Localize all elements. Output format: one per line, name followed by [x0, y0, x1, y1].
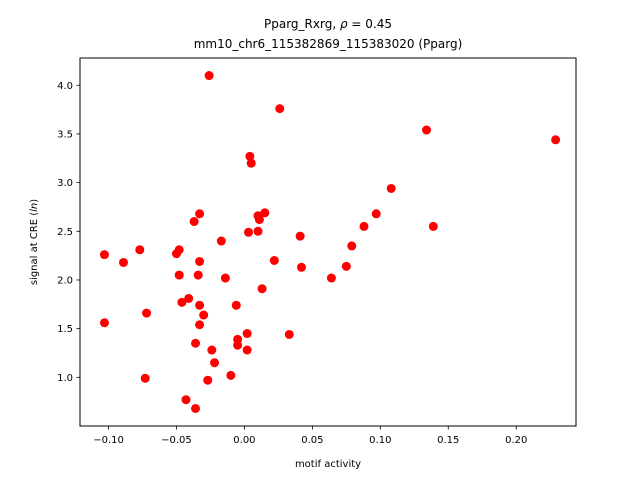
data-point: [99, 318, 109, 328]
data-point: [216, 236, 226, 246]
x-axis-ticks: −0.10 −0.05 0.00 0.05 0.10 0.15 0.20: [93, 426, 527, 446]
data-point: [254, 215, 264, 225]
data-point: [195, 300, 205, 310]
data-point: [207, 345, 217, 355]
plot-frame: [79, 57, 577, 427]
x-tick-label: 0.15: [437, 435, 459, 446]
data-point: [231, 300, 241, 310]
data-point: [284, 329, 294, 339]
data-point: [295, 231, 305, 241]
chart-title-line1: Pparg_Rxrg, ρ = 0.45: [264, 17, 392, 31]
data-point: [244, 227, 253, 237]
data-point: [226, 370, 236, 380]
data-point: [245, 151, 255, 161]
data-point: [204, 71, 214, 81]
data-point: [210, 358, 220, 368]
data-point: [220, 273, 230, 283]
data-point: [184, 293, 194, 303]
data-point: [233, 340, 243, 350]
data-point: [275, 104, 285, 114]
data-point: [242, 329, 252, 339]
data-point: [297, 262, 306, 272]
chart-title-line2: mm10_chr6_115382869_115383020 (Pparg): [194, 37, 463, 51]
y-tick-label: 4.0: [57, 81, 73, 92]
data-point: [191, 403, 201, 413]
data-point: [422, 125, 432, 135]
data-point: [269, 256, 279, 265]
data-point: [191, 338, 201, 348]
data-point: [135, 245, 145, 255]
data-point: [260, 208, 270, 218]
data-point: [242, 345, 252, 355]
y-tick-label: 2.0: [57, 275, 73, 286]
data-point: [118, 257, 128, 267]
y-tick-label: 1.5: [57, 324, 73, 335]
data-point: [386, 183, 396, 193]
y-tick-label: 3.5: [57, 129, 73, 140]
data-point: [341, 261, 351, 271]
data-point: [195, 209, 205, 219]
y-tick-label: 1.0: [57, 373, 73, 384]
x-tick-label: 0.05: [301, 435, 323, 446]
data-point: [171, 249, 181, 259]
data-point: [326, 273, 336, 283]
data-point: [142, 308, 152, 318]
data-point: [99, 250, 109, 260]
y-tick-label: 2.5: [57, 227, 73, 238]
y-axis-label: signal at CRE (ln): [29, 199, 40, 285]
x-tick-label: −0.10: [93, 435, 124, 446]
data-point: [246, 158, 256, 168]
y-axis-ticks: 1.0 1.5 2.0 2.5 3.0 3.5 4.0: [57, 81, 80, 384]
x-axis-label: motif activity: [295, 459, 361, 470]
data-point: [203, 375, 213, 385]
points-layer: [99, 71, 561, 413]
data-point: [174, 270, 184, 280]
x-tick-label: 0.10: [369, 435, 391, 446]
data-point: [189, 217, 199, 227]
x-tick-label: −0.05: [161, 435, 192, 446]
data-point: [428, 221, 438, 231]
data-point: [253, 226, 263, 236]
data-point: [347, 241, 357, 251]
data-point: [199, 310, 209, 320]
data-point: [551, 135, 561, 145]
x-tick-label: 0.00: [233, 435, 255, 446]
data-point: [193, 270, 203, 280]
data-point: [195, 320, 205, 330]
y-tick-label: 3.0: [57, 178, 73, 189]
x-tick-label: 0.20: [505, 435, 527, 446]
data-point: [140, 373, 150, 383]
data-point: [371, 209, 381, 219]
data-point: [177, 297, 187, 307]
data-point: [359, 221, 369, 231]
data-point: [257, 284, 267, 294]
data-point: [195, 256, 205, 266]
data-point: [181, 395, 191, 405]
